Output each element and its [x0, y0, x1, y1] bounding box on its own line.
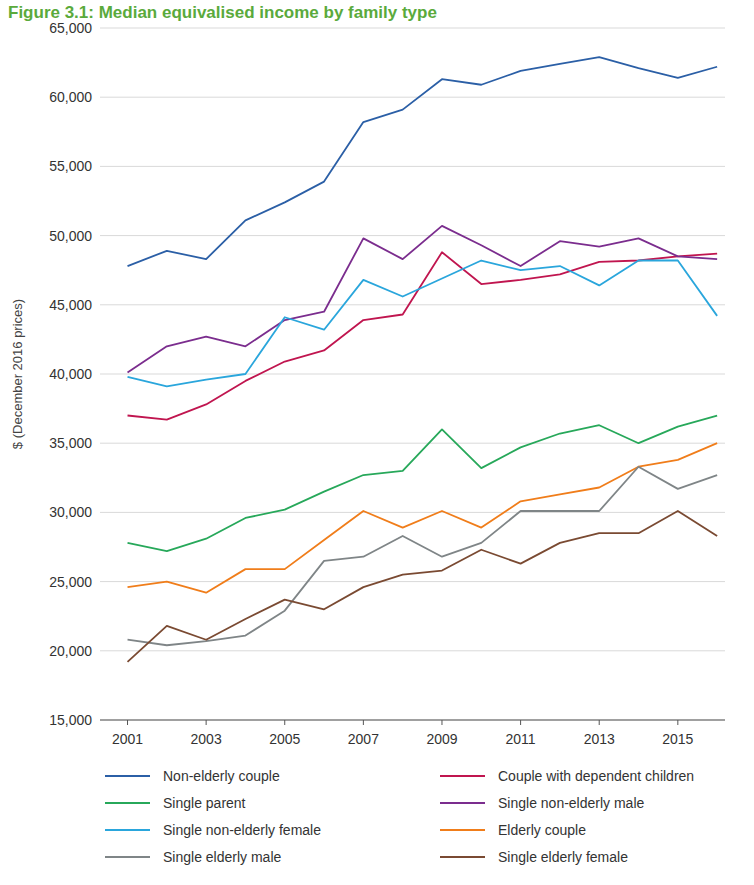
grid-line: [100, 581, 725, 582]
y-tick-label: 30,000: [49, 504, 92, 520]
plot-lines: [128, 57, 718, 662]
series-line: [128, 57, 718, 266]
legend-label: Single elderly male: [163, 849, 281, 865]
legend-swatch: [440, 802, 485, 804]
grid-line: [100, 443, 725, 444]
y-tick-label: 50,000: [49, 228, 92, 244]
series-line: [128, 443, 718, 592]
legend-label: Elderly couple: [498, 822, 586, 838]
series-line: [128, 261, 718, 387]
legend-swatch: [440, 829, 485, 831]
x-tick-label: 2009: [426, 731, 457, 747]
x-tick: [520, 720, 521, 725]
legend-swatch: [440, 856, 485, 858]
legend-swatch: [105, 802, 150, 804]
grid-line: [100, 97, 725, 98]
legend-label: Single parent: [163, 795, 246, 811]
legend-swatch: [440, 775, 485, 777]
x-tick-label: 2005: [269, 731, 300, 747]
x-tick-label: 2003: [191, 731, 222, 747]
legend-label: Single non-elderly male: [498, 795, 645, 811]
x-tick: [677, 720, 678, 725]
x-axis-line: [100, 720, 725, 721]
grid-line: [100, 28, 725, 29]
x-tick-label: 2001: [112, 731, 143, 747]
grid-line: [100, 304, 725, 305]
x-tick: [363, 720, 364, 725]
series-line: [128, 226, 718, 373]
y-tick-label: 40,000: [49, 366, 92, 382]
grid-line: [100, 166, 725, 167]
legend-label: Couple with dependent children: [498, 768, 694, 784]
legend-label: Non-elderly couple: [163, 768, 280, 784]
x-tick: [127, 720, 128, 725]
legend-swatch: [105, 775, 150, 777]
x-tick: [284, 720, 285, 725]
grid-line: [100, 650, 725, 651]
grid-line: [100, 235, 725, 236]
y-tick-label: 65,000: [49, 20, 92, 36]
series-line: [128, 252, 718, 419]
chart: Figure 3.1: Median equivalised income by…: [0, 0, 754, 885]
grid-line: [100, 374, 725, 375]
y-tick-label: 25,000: [49, 574, 92, 590]
y-tick-label: 35,000: [49, 435, 92, 451]
legend-swatch: [105, 856, 150, 858]
x-tick-label: 2015: [662, 731, 693, 747]
grid-line: [100, 720, 725, 721]
y-tick-label: 60,000: [49, 89, 92, 105]
x-tick: [206, 720, 207, 725]
y-tick-label: 15,000: [49, 712, 92, 728]
series-line: [128, 511, 718, 662]
legend: Non-elderly couple Couple with dependent …: [105, 768, 694, 865]
y-tick-label: 55,000: [49, 158, 92, 174]
legend-swatch: [105, 829, 150, 831]
x-tick-label: 2011: [506, 731, 536, 747]
legend-label: Single non-elderly female: [163, 822, 321, 838]
x-tick-label: 2007: [348, 731, 379, 747]
x-tick: [599, 720, 600, 725]
x-tick-label: 2013: [584, 731, 615, 747]
y-tick-label: 20,000: [49, 643, 92, 659]
y-tick-label: 45,000: [49, 297, 92, 313]
legend-label: Single elderly female: [498, 849, 628, 865]
x-tick: [441, 720, 442, 725]
series-line: [128, 416, 718, 552]
grid-line: [100, 512, 725, 513]
series-line: [128, 467, 718, 646]
y-axis-label: $ (December 2016 prices): [10, 299, 25, 449]
